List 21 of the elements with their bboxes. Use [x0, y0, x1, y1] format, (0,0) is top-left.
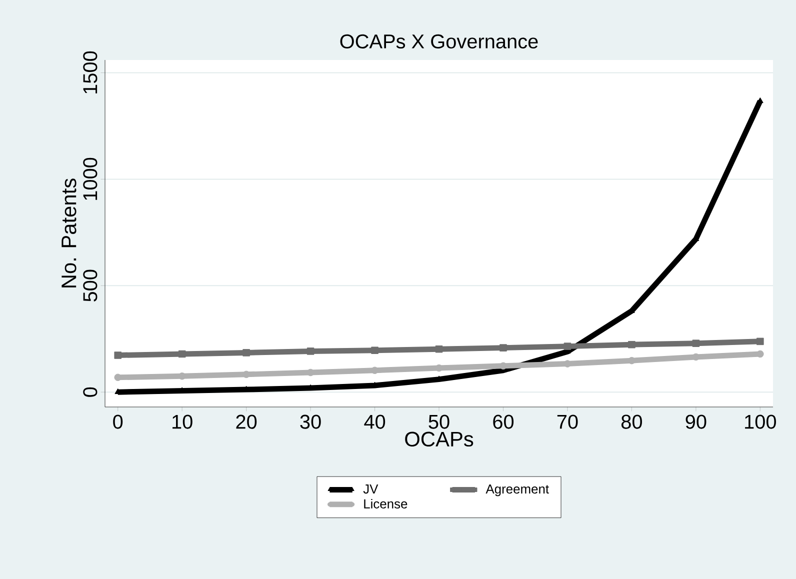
y-tick-label: 500: [83, 270, 98, 302]
x-tick-label: 70: [557, 414, 578, 429]
x-tick-label: 90: [686, 414, 706, 429]
legend-label: JV: [363, 484, 378, 494]
y-axis-title: No. Patents: [62, 178, 76, 288]
y-tick-label: 1000: [83, 158, 98, 200]
x-tick-label: 60: [493, 414, 514, 429]
x-tick-label: 10: [172, 414, 192, 429]
y-tick-label: 1500: [83, 51, 98, 94]
x-tick-label: 50: [428, 414, 450, 429]
y-tick-label: 0: [83, 387, 98, 397]
x-axis-title: OCAPs: [405, 432, 474, 447]
x-tick-label: 0: [113, 414, 123, 429]
legend-label: License: [364, 498, 408, 508]
x-tick-label: 30: [300, 414, 321, 429]
x-tick-label: 20: [236, 414, 257, 429]
chart-title: OCAPs X Governance: [340, 34, 538, 48]
legend-label: Agreement: [486, 484, 549, 496]
x-tick-label: 80: [621, 414, 642, 429]
x-tick-label: 40: [364, 414, 386, 429]
x-tick-label: 100: [745, 414, 776, 429]
